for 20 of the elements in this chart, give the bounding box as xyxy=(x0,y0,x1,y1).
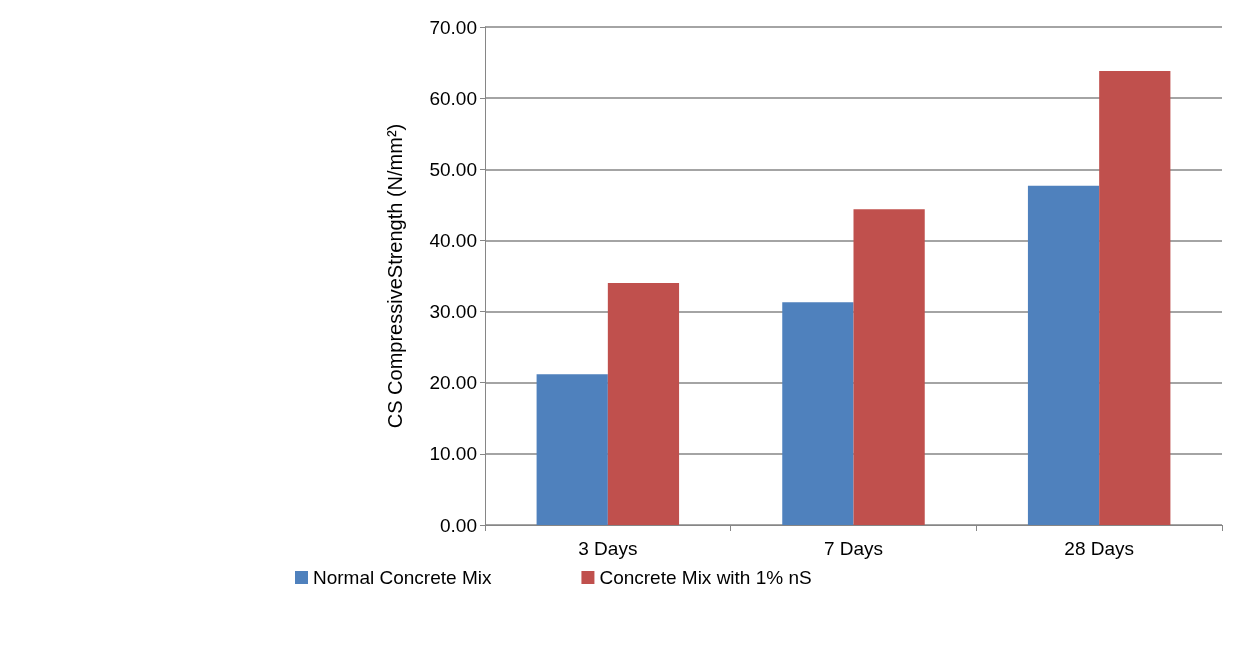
y-tick-label: 30.00 xyxy=(429,301,477,323)
bar xyxy=(536,374,608,525)
legend-label: Normal Concrete Mix xyxy=(313,567,492,588)
y-tick-label: 60.00 xyxy=(429,87,477,109)
bar xyxy=(607,283,680,525)
bar xyxy=(853,209,925,525)
y-tick-label: 20.00 xyxy=(429,372,477,394)
y-tick-label: 70.00 xyxy=(429,16,477,38)
x-tick-label: 28 Days xyxy=(1064,538,1135,559)
bar xyxy=(782,302,854,525)
y-tick-label: 0.00 xyxy=(440,514,477,536)
bar xyxy=(1027,185,1100,525)
bar xyxy=(1099,71,1171,525)
y-tick-label: 10.00 xyxy=(429,443,477,465)
y-tick-label: 40.00 xyxy=(429,229,477,251)
x-tick-label: 3 Days xyxy=(578,538,638,559)
y-tick-label: 50.00 xyxy=(429,158,477,180)
y-axis-title: CS CompressiveStrength (N/mm²) xyxy=(384,123,406,429)
x-tick-label: 7 Days xyxy=(823,538,884,559)
legend-label: Concrete Mix with 1% nS xyxy=(599,567,812,588)
